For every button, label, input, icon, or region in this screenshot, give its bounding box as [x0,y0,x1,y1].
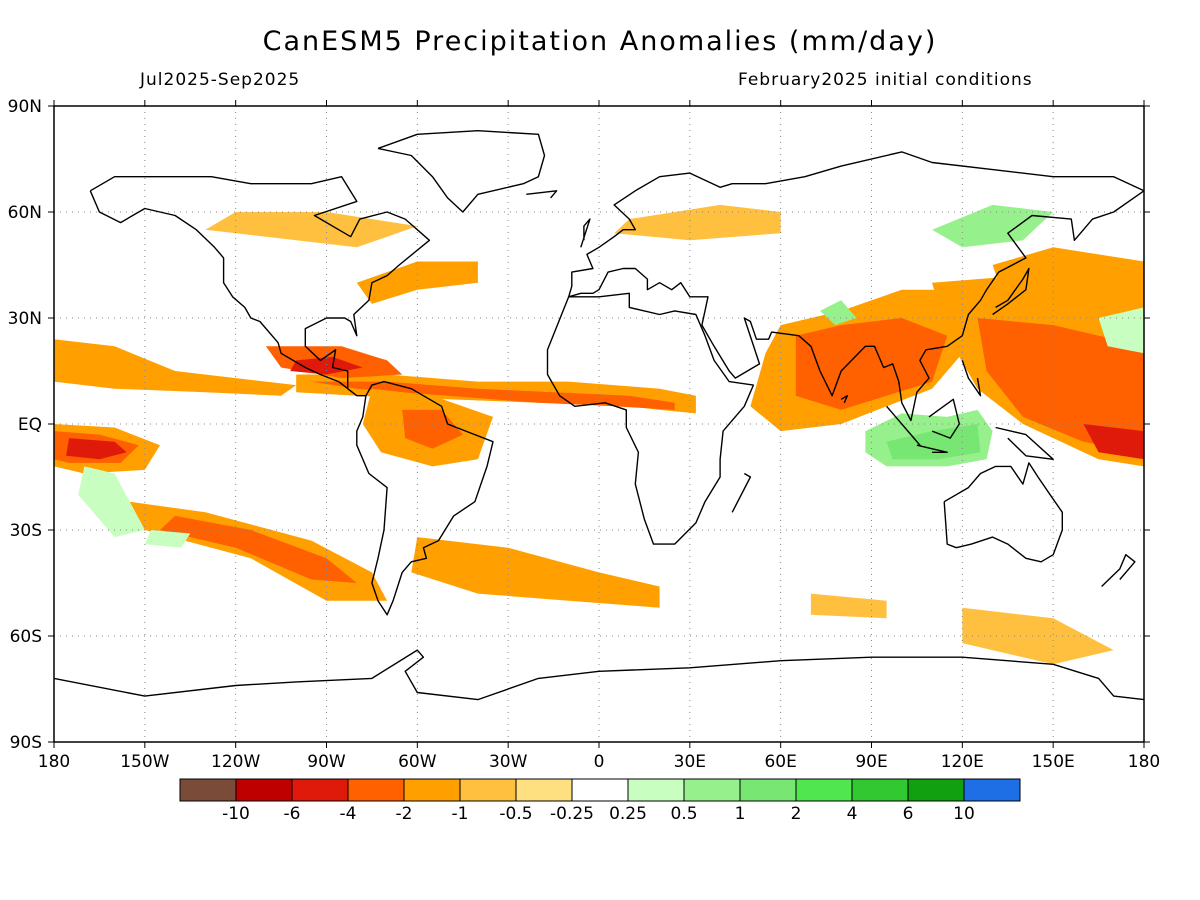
lon-tick-label: 150E [1032,752,1075,772]
lat-tick-label: 90S [10,733,42,753]
lon-tick-label: 90W [307,752,346,772]
lon-tick-label: 30E [674,752,706,772]
colorbar-label: -2 [396,804,413,824]
anomaly-region-east-pacific-dry [54,339,297,396]
colorbar-swatch [851,778,909,802]
anomaly-region-india-asia-core [795,318,948,410]
anomaly-region-south-atlantic-band [411,537,660,608]
colorbar-label: 6 [903,804,914,824]
colorbar-label: 10 [953,804,975,824]
coastline [89,176,494,616]
lon-tick-label: 30W [489,752,528,772]
colorbar-label: -10 [222,804,250,824]
colorbar-swatch [739,778,797,802]
colorbar-label: -4 [340,804,357,824]
colorbar-swatch [235,778,293,802]
coastline [580,218,591,248]
colorbar-swatch [515,778,573,802]
lon-tick-label: 120E [941,752,984,772]
colorbar-label: 0.25 [609,804,647,824]
anomaly-region-indian-ocean-dry [810,593,887,619]
colorbar: -10 -6 -4 -2 -1 -0.5 -0.25 0.25 0.5 1 2 4 6 10 [179,778,1021,824]
colorbar-swatch [571,778,629,802]
colorbar-swatch [907,778,965,802]
initial-conditions: February2025 initial conditions [738,70,1033,90]
anomaly-region-pacific-west-wet [1098,307,1144,354]
lon-tick-label: 180 [1128,752,1160,772]
colorbar-label: 2 [791,804,802,824]
coastline [943,462,1063,563]
colorbar-swatch [963,778,1021,802]
colorbar-label: -0.25 [550,804,594,824]
coastline [54,649,1144,701]
anomaly-region-eurasia-dry [614,204,781,241]
coastline [546,292,755,545]
colorbar-swatch [459,778,517,802]
anomaly-region-amazon-core [402,409,463,449]
anomaly-region-north-america-dry [205,212,418,248]
forecast-period: Jul2025-Sep2025 [140,70,301,90]
lat-tick-label: EQ [18,415,42,435]
lon-tick-label: 180 [38,752,70,772]
colorbar-label: -0.5 [499,804,532,824]
grid-layer [54,106,1144,742]
lat-tick-label: 60S [10,627,42,647]
colorbar-label: -6 [284,804,301,824]
anomaly-region-n-atlantic-wet [78,466,145,538]
coastline [731,472,752,513]
anomaly-region-west-pacific-core [977,318,1144,453]
coastline [928,398,960,439]
colorbar-swatch [291,778,349,802]
lat-tick-label: 30S [10,521,42,541]
lat-tick-label: 60N [8,203,42,223]
anomaly-region-north-pacific-dry [992,247,1144,301]
colorbar-label: 4 [847,804,858,824]
anomaly-region-maritime-continent-core [886,424,981,460]
colorbar-label: 0.5 [670,804,697,824]
anomaly-region-south-pacific-core [160,515,357,583]
lat-tick-label: 90N [8,97,42,117]
colorbar-swatch [179,778,237,802]
anomaly-region-itcz-atlantic-core [311,381,675,410]
coastline [568,151,1144,422]
lon-tick-label: 0 [594,752,605,772]
lat-tick-label: 30N [8,309,42,329]
coastline [916,444,948,453]
anomaly-region-east-asia-wet [932,204,1054,248]
coastline [1101,554,1136,588]
lon-tick-label: 120W [211,752,260,772]
colorbar-swatch [795,778,853,802]
coastline [840,395,848,404]
lon-tick-label: 90E [855,752,887,772]
anomaly-region-west-pacific-deep [1083,424,1144,460]
coastline [526,190,558,199]
colorbar-label: 1 [735,804,746,824]
anomaly-region-arabian-sea-wet [820,300,857,326]
colorbar-swatch [347,778,405,802]
anomaly-region-north-atlantic-dry [356,261,478,304]
colorbar-swatch [627,778,685,802]
lon-tick-label: 60E [764,752,796,772]
anomaly-region-central-pacific-deep [66,438,127,460]
coastline [377,130,546,213]
coastline-layer [54,130,1144,701]
lon-tick-label: 60W [398,752,437,772]
anomaly-region-se-pacific-wet [144,530,191,548]
chart-title: CanESM5 Precipitation Anomalies (mm/day) [262,26,938,57]
lon-tick-label: 150W [120,752,169,772]
colorbar-swatch [683,778,741,802]
coastline [992,267,1030,316]
colorbar-label: -1 [452,804,469,824]
coastline [961,360,982,397]
coastline [995,426,1054,460]
colorbar-swatch [403,778,461,802]
